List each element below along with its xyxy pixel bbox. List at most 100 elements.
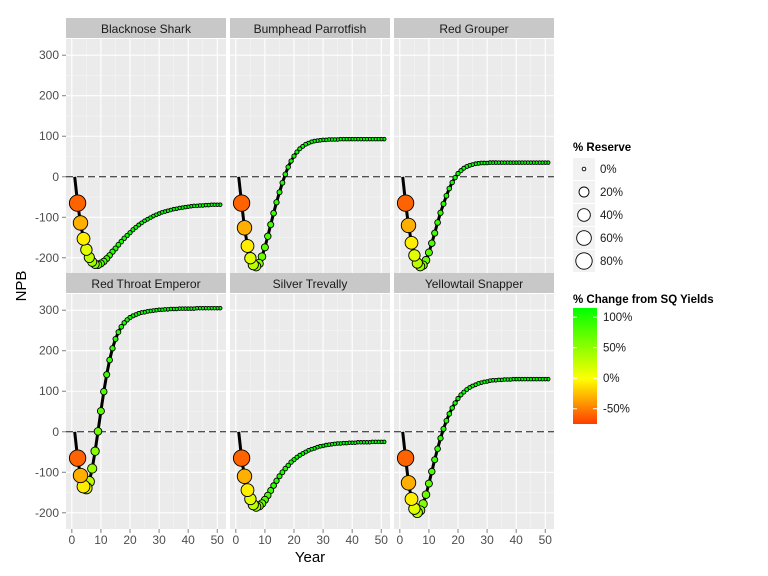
data-point (90, 446, 100, 456)
y-tick-label: -100 (35, 465, 59, 479)
x-tick-label: 30 (152, 533, 166, 547)
data-point (130, 227, 136, 233)
data-point (396, 449, 415, 467)
data-point (434, 445, 441, 453)
data-point (270, 482, 277, 489)
data-point (396, 194, 415, 212)
data-point (297, 146, 303, 152)
size-legend-label: 60% (600, 233, 623, 245)
data-point (455, 395, 461, 402)
size-legend-key (578, 186, 590, 198)
panel-strip (66, 273, 226, 293)
data-point (408, 249, 421, 262)
data-point (276, 473, 283, 480)
data-points (396, 160, 551, 272)
y-tick-label: 100 (39, 129, 59, 143)
x-tick-label: 20 (451, 533, 465, 547)
color-legend-label: -50% (603, 404, 630, 416)
data-point (279, 469, 286, 476)
data-point (440, 200, 447, 207)
panel-title: Silver Trevally (273, 277, 348, 291)
color-legend: % Change from SQ Yields 100% 50% 0% -50% (573, 294, 714, 424)
data-point (267, 221, 275, 229)
data-point (404, 492, 419, 506)
x-tick-label: 30 (480, 533, 494, 547)
panel-red-throat-emperor: Red Throat Emperor -200 -100 0 100 200 300 0 10 2… (35, 273, 226, 547)
data-point (118, 324, 125, 330)
data-point (437, 435, 444, 442)
data-point (273, 199, 280, 206)
data-point (103, 371, 111, 379)
panel-yellowtail-snapper: Yellowtail Snapper 0 10 20 30 40 50 (394, 273, 554, 547)
panel-title: Red Throat Emperor (91, 277, 200, 291)
data-point (449, 405, 455, 411)
data-point (260, 243, 269, 252)
data-point (285, 164, 291, 170)
panel-blacknose-shark: Blacknose Shark -200 -100 0 100 200 300 (35, 18, 226, 274)
x-tick-label: 0 (396, 533, 403, 547)
data-point (76, 231, 91, 246)
data-points (396, 376, 551, 518)
size-legend-key (575, 252, 593, 270)
panel-red-grouper: Red Grouper (394, 18, 554, 274)
data-points (232, 439, 387, 512)
y-tick-label: 300 (39, 48, 59, 62)
x-axis-title: Year (295, 549, 325, 566)
size-legend-label: 20% (600, 187, 623, 199)
data-point (443, 192, 450, 199)
panel-strip (230, 18, 390, 38)
size-legend-label: 40% (600, 210, 623, 222)
data-point (106, 356, 113, 364)
data-point (434, 219, 441, 226)
size-legend-key (581, 166, 587, 172)
data-point (240, 483, 255, 497)
data-point (458, 392, 464, 398)
data-point (443, 417, 450, 424)
panel-silver-trevally: Silver Trevally 0 10 20 30 40 50 (230, 273, 390, 547)
x-tick-label: 10 (94, 533, 108, 547)
panel-strip (230, 273, 390, 293)
y-tick-label: -100 (35, 210, 59, 224)
size-legend-key (576, 230, 592, 246)
data-point (288, 459, 294, 465)
x-tick-label: 20 (287, 533, 301, 547)
x-tick-label: 50 (211, 533, 225, 547)
data-point (232, 194, 251, 212)
data-point (112, 335, 119, 343)
data-point (424, 479, 433, 488)
data-point (421, 490, 431, 499)
x-tick-label: 10 (258, 533, 272, 547)
panel-title: Red Grouper (439, 22, 508, 36)
data-point (446, 411, 453, 417)
x-tick-label: 0 (232, 533, 239, 547)
data-point (72, 467, 89, 484)
panel-title: Bumphead Parrotfish (254, 22, 367, 36)
data-point (428, 467, 436, 476)
color-legend-label: 0% (603, 373, 620, 385)
data-point (291, 153, 297, 159)
y-tick-label: 0 (52, 425, 59, 439)
data-point (240, 239, 255, 253)
data-point (121, 235, 127, 242)
data-point (431, 456, 439, 464)
data-point (68, 194, 87, 212)
data-point (93, 427, 103, 436)
data-point (449, 179, 455, 186)
x-tick-label: 50 (539, 533, 553, 547)
data-point (400, 217, 417, 234)
data-point (282, 465, 289, 472)
y-tick-label: 200 (39, 344, 59, 358)
data-point (68, 449, 87, 467)
y-tick-label: 100 (39, 384, 59, 398)
data-point (244, 252, 257, 265)
panel-title: Blacknose Shark (101, 22, 192, 36)
data-point (264, 232, 272, 241)
color-legend-bar (573, 308, 597, 424)
data-point (440, 425, 447, 432)
data-point (428, 239, 436, 247)
data-points (68, 194, 223, 269)
data-point (121, 320, 127, 326)
data-point (109, 345, 116, 352)
size-legend-label: 0% (600, 164, 617, 176)
